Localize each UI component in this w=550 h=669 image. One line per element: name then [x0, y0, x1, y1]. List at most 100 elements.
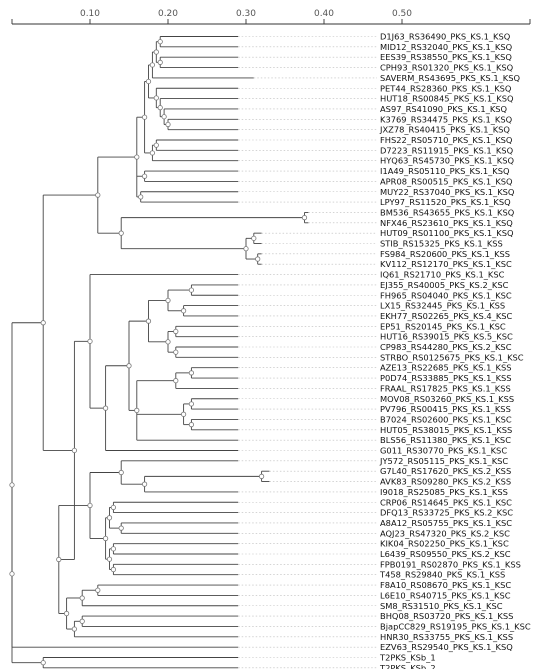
internal-node: [255, 256, 261, 262]
leaf-label: APR08_RS00515_PKS_KS.1_KSQ: [380, 176, 513, 186]
internal-node: [103, 405, 109, 411]
internal-node: [118, 469, 124, 476]
internal-node: [106, 556, 113, 562]
leaf-label: CRP06_RS14645_PKS_KS.1_KSC: [380, 497, 512, 507]
leaf-label: FRAAL_RS17825_PKS_KS.1_KSS: [380, 383, 511, 393]
internal-node: [165, 297, 171, 304]
leaf-label: D7223_RS11915_PKS_KS.1_KSQ: [380, 145, 514, 155]
internal-node: [56, 556, 62, 563]
leaf-label: F8A10_RS08670_PKS_KS.1_KSC: [380, 580, 511, 590]
leaf-label: BjapCC829_RS19195_PKS_KS.1_KSC: [380, 621, 531, 631]
leaf-label: KV112_RS12170_PKS_KS.1_KSC: [380, 259, 512, 269]
leaf-label: HNR30_RS33755_PKS_KS.1_KSS: [380, 632, 513, 642]
leaf-label: BHQ08_RS03720_PKS_KS.1_KSS: [380, 611, 513, 621]
internal-node: [95, 192, 101, 198]
internal-node: [138, 194, 144, 200]
leaf-label: AVK83_RS09280_PKS_KS.2_KSS: [380, 477, 511, 487]
internal-node: [173, 349, 179, 355]
leaf-label: PET44_RS28360_PKS_KS.1_KSQ: [380, 83, 512, 93]
leaf-label: FH965_RS04040_PKS_KS.1_KSC: [380, 290, 512, 300]
leaf-label: HUT05_RS38015_PKS_KS.1_KSS: [380, 425, 512, 435]
leaf-label: FPB0191_RS02870_PKS_KS.1_KSS: [380, 559, 521, 569]
leaf-label: CP983_RS44280_PKS_KS.2_KSC: [380, 342, 512, 352]
internal-node: [118, 230, 124, 236]
leaf-label: I1A49_RS05110_PKS_KS.1_KSQ: [380, 166, 510, 176]
leaf-label: HYQ63_RS45730_PKS_KS.1_KSQ: [380, 156, 514, 166]
internal-node: [40, 660, 46, 666]
leaf-label: FHS22_RS05710_PKS_KS.1_KSQ: [380, 135, 513, 145]
internal-node: [79, 618, 85, 624]
leaf-label: JXZ78_RS40415_PKS_KS.1_KSQ: [379, 125, 510, 135]
internal-node: [161, 114, 167, 120]
internal-node: [258, 473, 265, 479]
leaf-label: I9018_RS25085_PKS_KS.1_KSS: [380, 487, 508, 497]
leaf-label: HUT09_RS01100_PKS_KS.1_KSQ: [380, 228, 514, 238]
leaf-label: HUT16_RS39015_PKS_KS.5_KSC: [380, 332, 513, 342]
internal-node: [157, 39, 163, 45]
internal-node: [157, 105, 163, 111]
leaf-labels: D1J63_RS36490_PKS_KS.1_KSQMID12_RS32040_…: [379, 32, 531, 669]
internal-node: [9, 482, 15, 488]
leaf-label: D1J63_RS36490_PKS_KS.1_KSQ: [380, 32, 511, 42]
internal-node: [142, 114, 148, 120]
internal-node: [153, 95, 159, 101]
internal-node: [9, 571, 15, 577]
internal-node: [134, 154, 140, 160]
leaf-label: K3769_RS34475_PKS_KS.1_KSQ: [380, 114, 513, 124]
internal-node: [145, 78, 152, 85]
leaf-label: P0D74_RS33885_PKS_KS.1_KSS: [380, 373, 512, 383]
internal-node: [188, 422, 194, 428]
leaf-label: MUY22_RS37040_PKS_KS.1_KSQ: [380, 187, 515, 197]
internal-node: [301, 215, 308, 221]
leaf-label: IQ61_RS21710_PKS_KS.1_KSC: [380, 270, 505, 280]
internal-node: [87, 338, 93, 344]
leaf-label: PV796_RS00415_PKS_KS.1_KSS: [380, 404, 511, 414]
leaf-label: JY572_RS05115_PKS_KS.1_KSC: [379, 456, 508, 466]
internal-node: [71, 447, 78, 454]
leaf-label: L6E10_RS40715_PKS_KS.1_KSC: [380, 590, 511, 600]
internal-node: [153, 49, 159, 55]
internal-node: [149, 62, 155, 68]
leaf-label: STIB_RS15325_PKS_KS.1_KSS: [380, 239, 503, 249]
internal-node: [188, 370, 194, 376]
internal-node: [165, 121, 171, 128]
axis-tick-label: 0.10: [80, 9, 100, 19]
distance-scale-axis: 0.10 0.20 0.30 0.40 0.50: [11, 9, 531, 25]
leaf-label: FS984_RS20600_PKS_KS.1_KSS: [380, 249, 510, 259]
leaf-label: EJ355_RS40005_PKS_KS.2_KSC: [380, 280, 509, 290]
internal-node: [87, 502, 93, 509]
axis-tick-label: 0.20: [158, 9, 178, 19]
leaf-label: T2PKS_KSb_1: [379, 653, 436, 663]
leaf-label: STRBO_RS0125675_PKS_KS.1_KSC: [380, 352, 524, 362]
leaf-label: L6439_RS09550_PKS_KS.2_KSC: [380, 549, 511, 559]
leaf-label: T458_RS29840_PKS_KS.1_KSS: [379, 570, 505, 580]
internal-node: [79, 595, 85, 601]
internal-node: [153, 142, 159, 148]
internal-node: [126, 363, 132, 369]
leaf-guide-lines: [238, 36, 377, 669]
internal-node: [40, 320, 46, 326]
tree-branches: [11, 36, 309, 669]
internal-node: [243, 246, 249, 252]
axis-tick-label: 0.50: [392, 9, 412, 19]
leaf-label: HUT18_RS00845_PKS_KS.1_KSQ: [380, 94, 514, 104]
internal-node: [188, 401, 194, 407]
internal-node: [173, 328, 179, 335]
leaf-label: CPH93_RS01320_PKS_KS.1_KSQ: [380, 63, 514, 73]
leaf-label: BM536_RS43655_PKS_KS.1_KSQ: [380, 207, 515, 217]
leaf-label: SAVERM_RS43695_PKS_KS.1_KSQ: [380, 73, 520, 83]
internal-node: [188, 287, 194, 293]
internal-node: [134, 407, 140, 413]
internal-node: [165, 339, 171, 345]
leaf-label: B7024_RS02600_PKS_KS.1_KSC: [380, 414, 512, 424]
leaf-label: EES39_RS38550_PKS_KS.1_KSQ: [380, 52, 512, 62]
internal-node: [142, 481, 148, 487]
leaf-label: EZV63_RS29540_PKS_KS.1_KSQ: [380, 642, 513, 652]
leaf-label: AS97_RS41090_PKS_KS.1_KSQ: [380, 104, 508, 114]
leaf-label: T2PKS_KSb_2: [379, 663, 436, 669]
internal-node: [181, 411, 187, 417]
internal-node: [106, 515, 113, 521]
leaf-label: LX15_RS32445_PKS_KS.1_KSS: [380, 301, 505, 311]
internal-node: [110, 546, 117, 552]
